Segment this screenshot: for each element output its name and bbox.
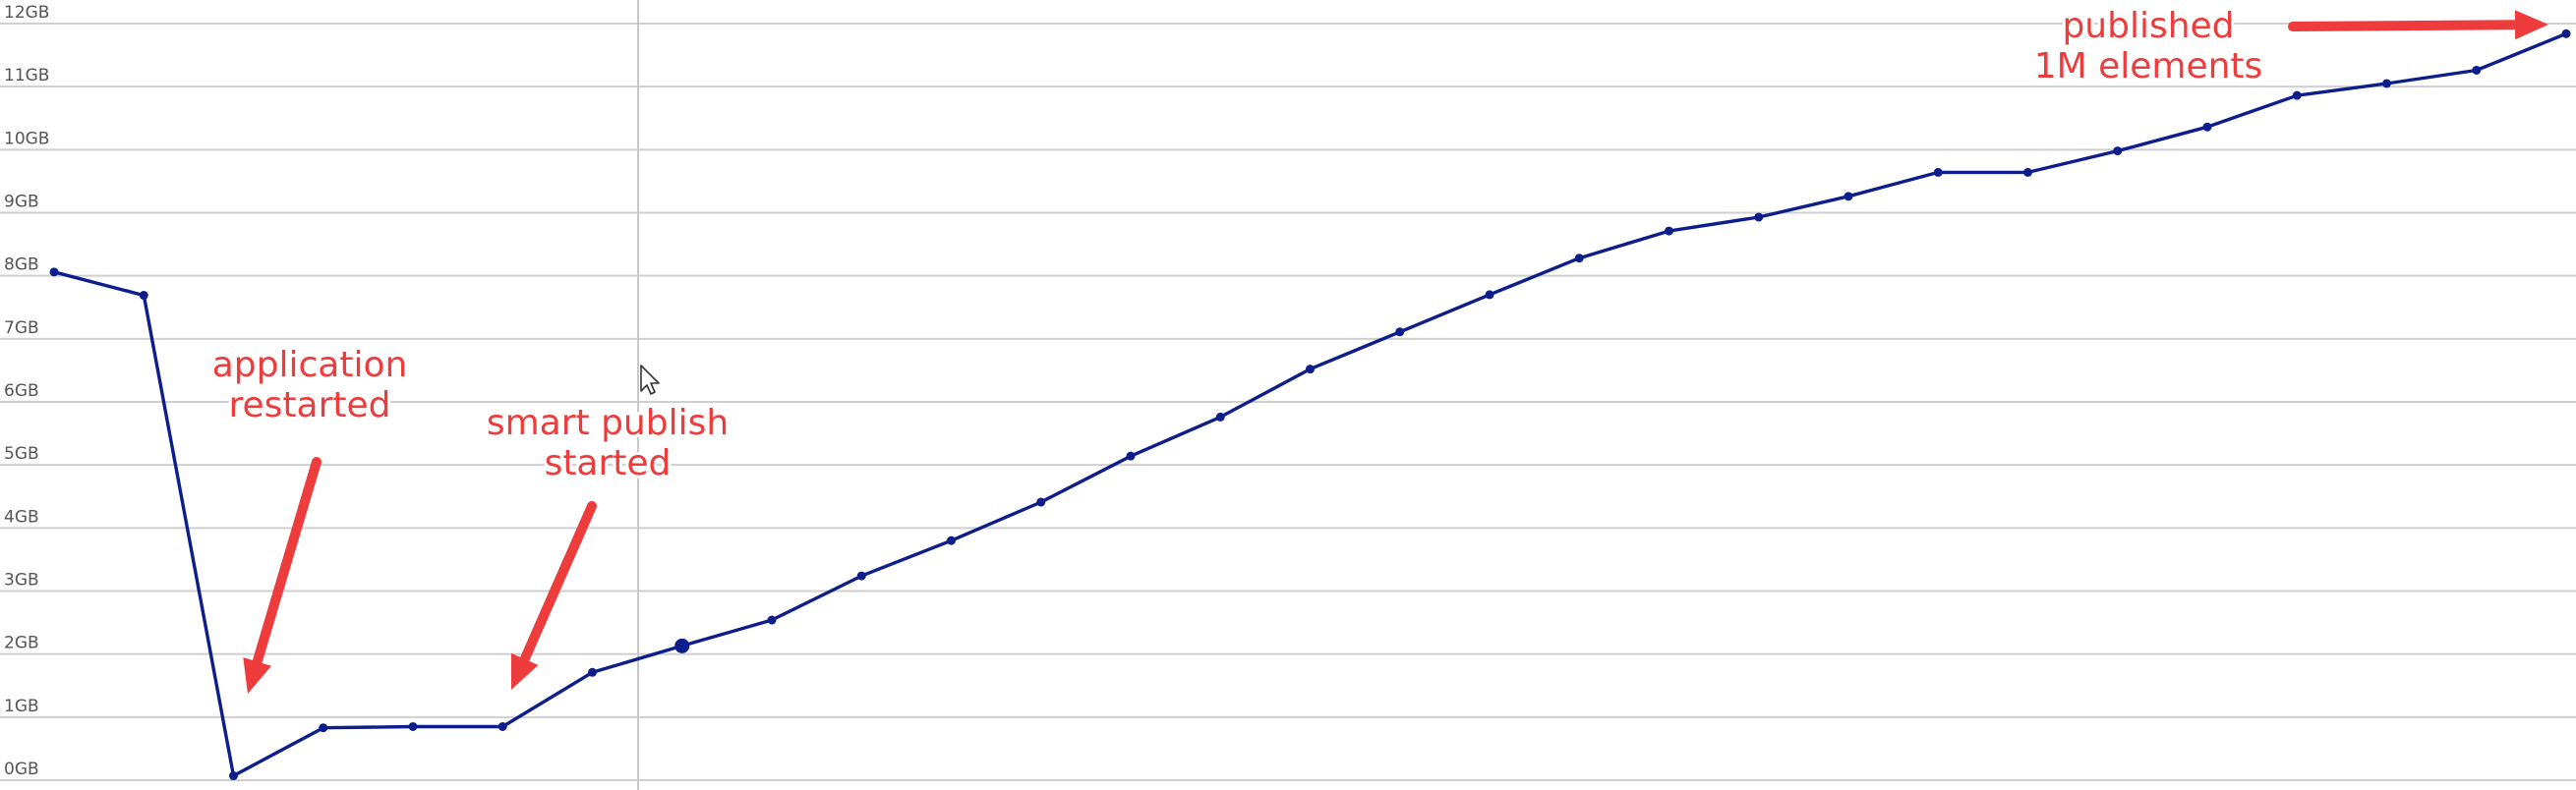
data-point[interactable]	[498, 721, 507, 731]
data-point[interactable]	[947, 536, 956, 545]
data-point[interactable]	[1933, 167, 1943, 177]
data-point[interactable]	[856, 571, 866, 581]
annotation-text: smart publish	[487, 403, 729, 443]
annotation-text: 1M elements	[2034, 46, 2263, 86]
data-point[interactable]	[1754, 212, 1764, 222]
y-tick-label: 12GB	[4, 3, 49, 23]
y-axis: 0GB 1GB 2GB 3GB 4GB 5GB 6GB 7GB 8GB 9GB 10GB 11GB 12…	[4, 3, 49, 779]
series-line	[53, 31, 2567, 778]
y-tick-label: 11GB	[4, 66, 49, 85]
data-point[interactable]	[408, 721, 418, 731]
y-tick-label: 0GB	[4, 760, 39, 779]
annotation-arrow-shaft	[252, 457, 322, 667]
data-point[interactable]	[139, 291, 148, 301]
data-point[interactable]	[2472, 65, 2482, 75]
data-point[interactable]	[1306, 365, 1315, 374]
data-point[interactable]	[49, 267, 59, 277]
y-tick-label: 3GB	[4, 571, 39, 591]
data-point[interactable]	[2113, 146, 2123, 156]
mouse-cursor-icon	[640, 365, 660, 395]
annotation-text: started	[545, 443, 672, 483]
y-tick-label: 2GB	[4, 634, 39, 653]
data-point[interactable]	[1844, 192, 1853, 201]
y-tick-label: 8GB	[4, 255, 39, 275]
data-point[interactable]	[2561, 28, 2571, 38]
annotation-arrow-head	[510, 652, 539, 690]
data-point[interactable]	[1485, 290, 1494, 300]
annotation-text: application	[212, 345, 408, 385]
annotation-arrow-shaft	[2288, 20, 2521, 31]
y-tick-label: 10GB	[4, 129, 49, 148]
y-tick-label: 9GB	[4, 193, 39, 212]
series-layer	[49, 28, 2571, 781]
data-point[interactable]	[767, 615, 777, 625]
grid-layer	[0, 23, 2576, 781]
annotation-text: published	[2062, 6, 2234, 46]
data-point[interactable]	[1036, 497, 1046, 507]
y-tick-label: 4GB	[4, 507, 39, 527]
annotation-arrow-head	[243, 657, 271, 694]
y-tick-label: 6GB	[4, 381, 39, 401]
data-point[interactable]	[1665, 226, 1673, 236]
data-point[interactable]	[319, 723, 328, 733]
data-point[interactable]	[1395, 327, 1405, 337]
data-point[interactable]	[1215, 412, 1225, 422]
data-point[interactable]	[2202, 122, 2212, 132]
data-point[interactable]	[588, 667, 597, 677]
y-tick-label: 5GB	[4, 444, 39, 464]
data-point[interactable]	[1126, 451, 1136, 461]
annotation-text: restarted	[228, 385, 390, 425]
data-point[interactable]	[2023, 167, 2032, 177]
data-point-highlighted[interactable]	[674, 638, 690, 653]
data-point[interactable]	[229, 771, 238, 781]
annotation-arrow-shaft	[519, 501, 597, 664]
y-tick-label: 1GB	[4, 697, 39, 716]
annotation-arrow-head	[2514, 10, 2548, 40]
y-tick-label: 7GB	[4, 318, 39, 338]
data-point[interactable]	[2382, 79, 2391, 88]
data-point[interactable]	[2292, 90, 2302, 100]
data-point[interactable]	[1574, 254, 1584, 263]
